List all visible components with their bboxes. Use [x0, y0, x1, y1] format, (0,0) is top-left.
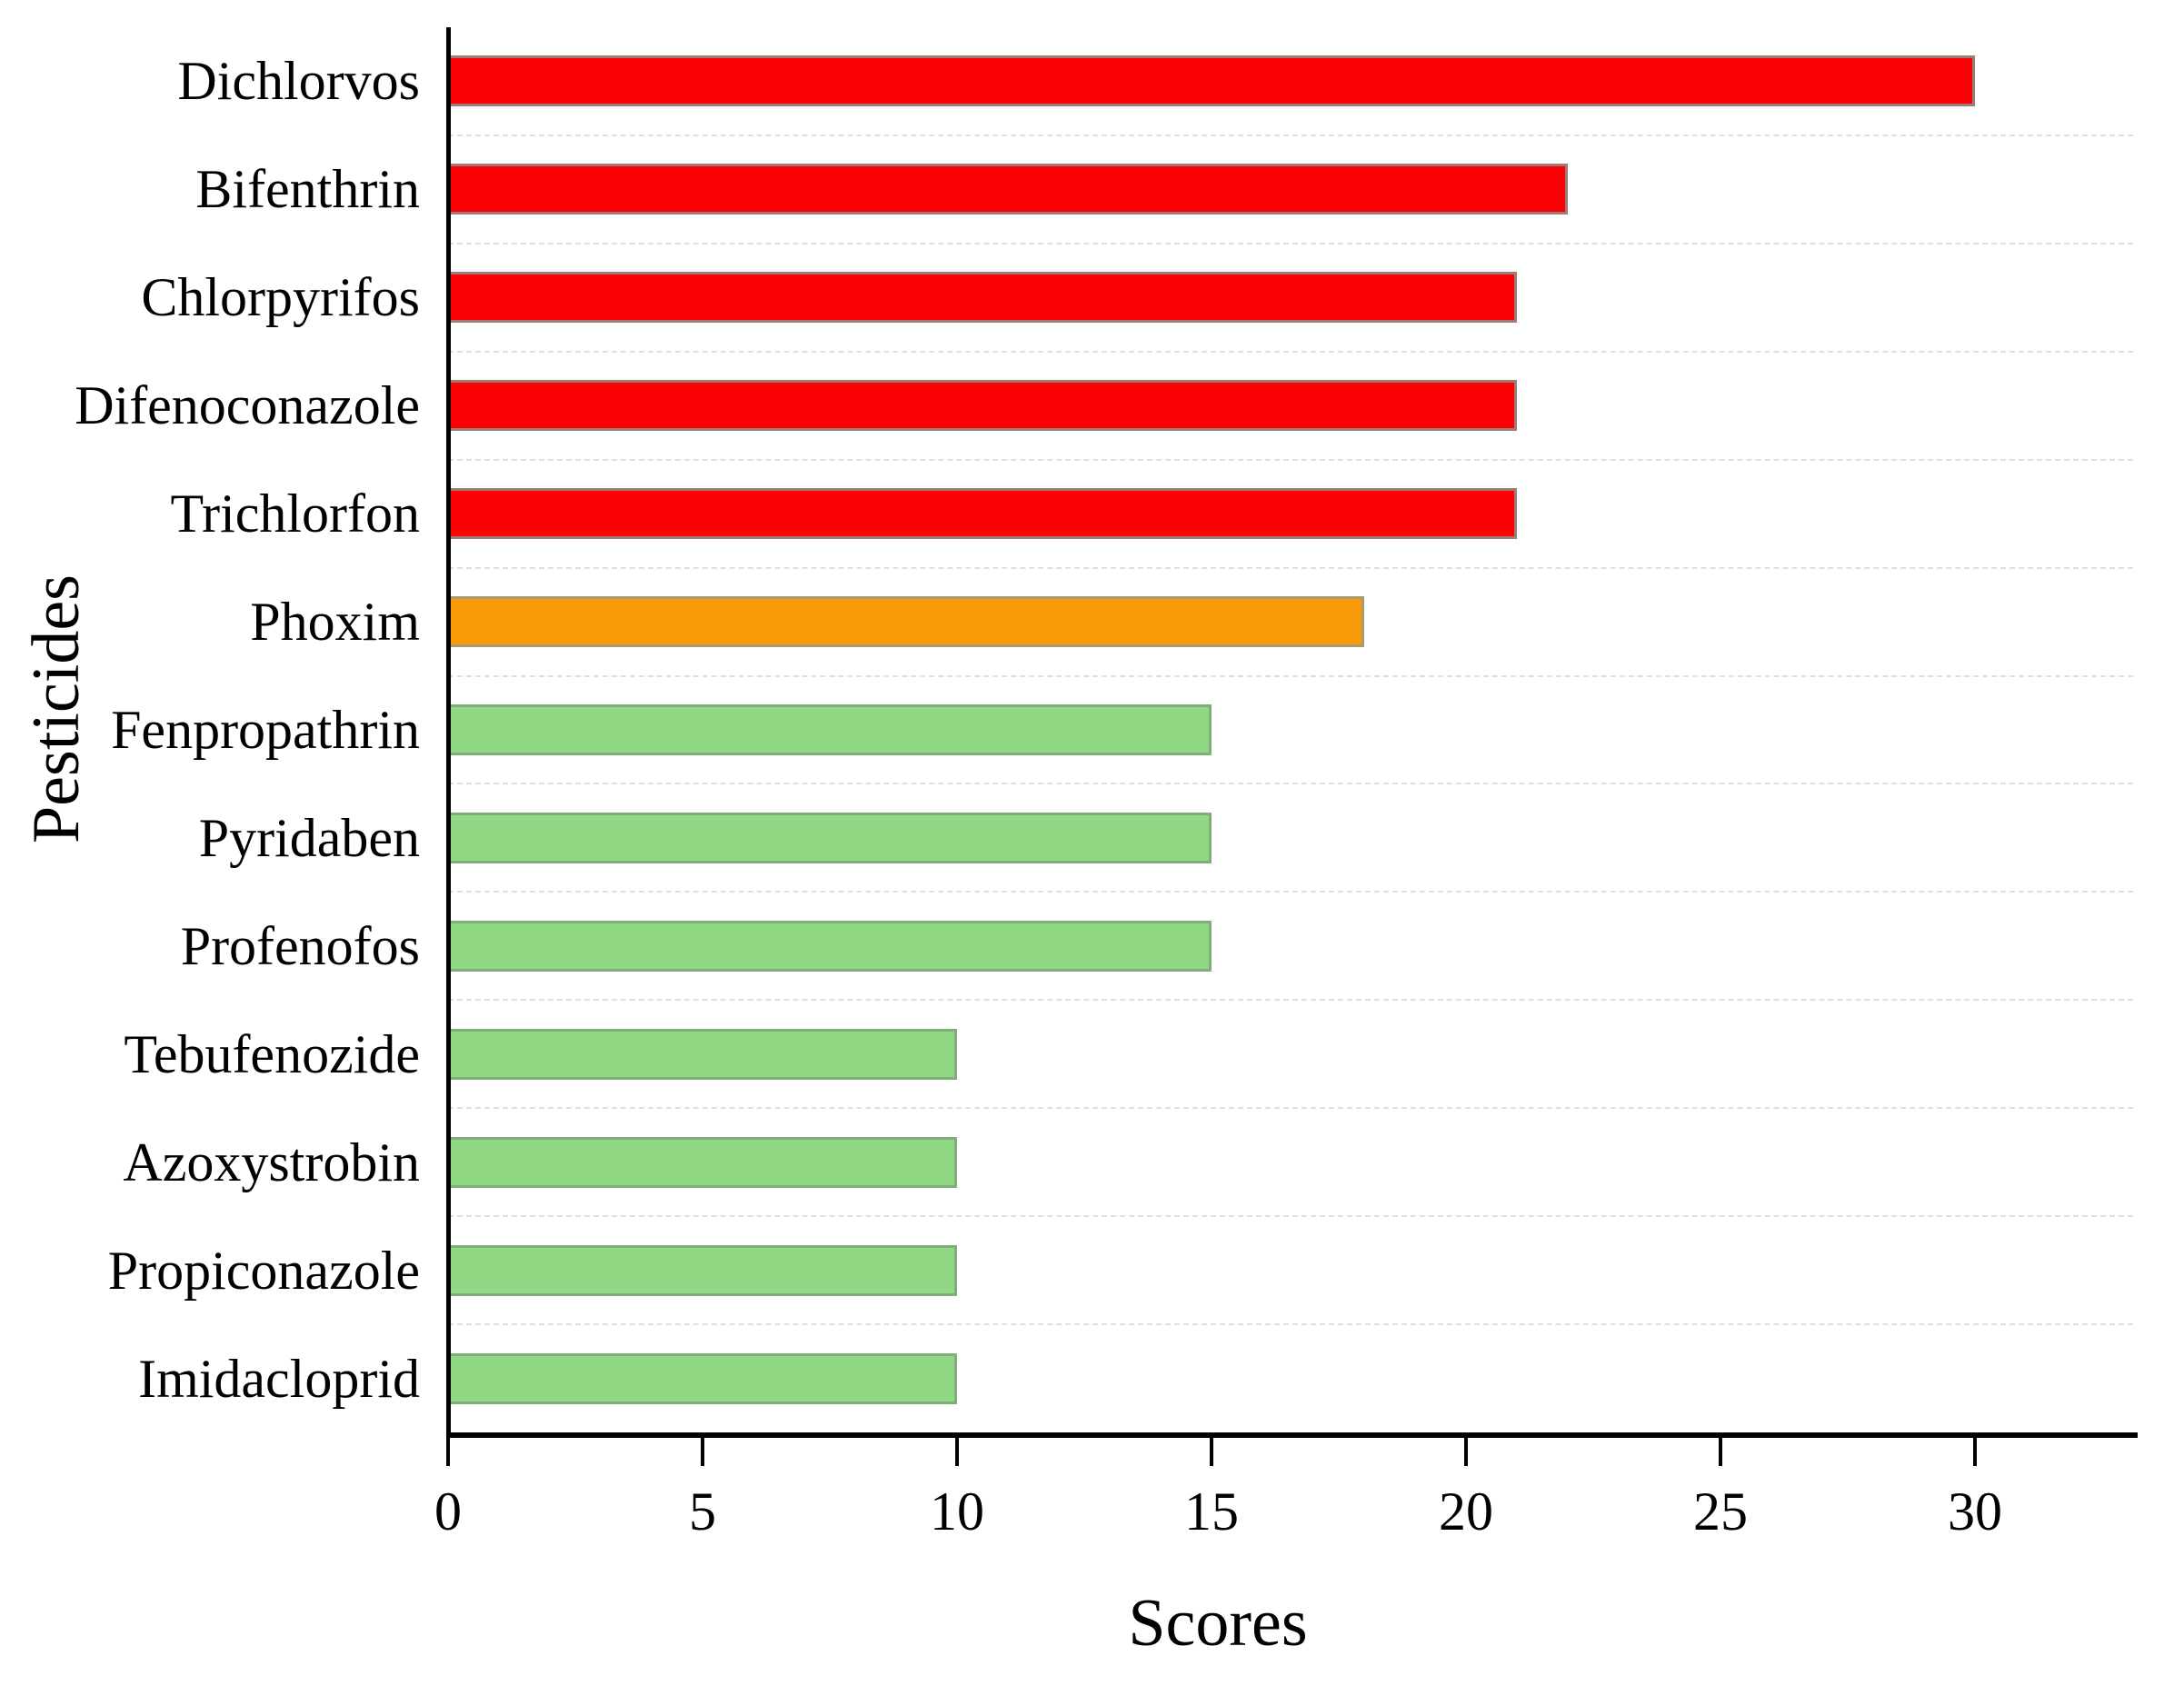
- bar-profenofos: [448, 920, 1212, 972]
- x-tick-label: 5: [689, 1481, 716, 1541]
- bar-phoxim: [448, 596, 1364, 648]
- bar-pyridaben: [448, 812, 1212, 863]
- x-tick-label: 0: [434, 1481, 462, 1541]
- x-tick-label: 25: [1693, 1481, 1748, 1541]
- gridline: [448, 350, 2133, 353]
- gridline: [448, 1107, 2133, 1110]
- bar-fenpropathrin: [448, 704, 1212, 755]
- gridline: [448, 1323, 2133, 1326]
- category-label-azoxystrobin: Azoxystrobin: [123, 1132, 420, 1192]
- gridline: [448, 783, 2133, 785]
- gridline: [448, 1215, 2133, 1218]
- category-label-dichlorvos: Dichlorvos: [177, 51, 420, 112]
- bar-chlorpyrifos: [448, 272, 1517, 324]
- category-label-trichlorfon: Trichlorfon: [170, 484, 420, 544]
- category-label-difenoconazole: Difenoconazole: [75, 375, 420, 436]
- x-tick: [446, 1438, 450, 1466]
- x-tick: [1464, 1438, 1468, 1466]
- category-label-bifenthrin: Bifenthrin: [195, 159, 420, 220]
- gridline: [448, 999, 2133, 1002]
- gridline: [448, 134, 2133, 136]
- y-axis-title: Pesticides: [19, 574, 94, 843]
- bar-azoxystrobin: [448, 1136, 957, 1188]
- x-axis-spine: [446, 1432, 2138, 1438]
- gridline: [448, 242, 2133, 244]
- gridline: [448, 458, 2133, 461]
- category-label-imidacloprid: Imidacloprid: [138, 1348, 420, 1409]
- x-tick: [1719, 1438, 1722, 1466]
- category-label-fenpropathrin: Fenpropathrin: [111, 700, 420, 760]
- category-label-profenofos: Profenofos: [180, 915, 420, 976]
- x-tick-label: 20: [1439, 1481, 1493, 1541]
- bar-bifenthrin: [448, 164, 1568, 215]
- x-tick: [701, 1438, 704, 1466]
- gridline: [448, 674, 2133, 677]
- category-label-propiconazole: Propiconazole: [107, 1240, 420, 1301]
- x-tick: [955, 1438, 959, 1466]
- bar-propiconazole: [448, 1244, 957, 1296]
- x-tick-label: 30: [1948, 1481, 2002, 1541]
- bar-tebufenozide: [448, 1028, 957, 1080]
- x-tick: [1210, 1438, 1213, 1466]
- category-label-chlorpyrifos: Chlorpyrifos: [141, 267, 420, 328]
- bar-dichlorvos: [448, 55, 1975, 107]
- gridline: [448, 566, 2133, 569]
- x-axis-title: Scores: [1128, 1586, 1308, 1661]
- category-label-phoxim: Phoxim: [250, 592, 420, 653]
- bar-trichlorfon: [448, 488, 1517, 540]
- category-label-pyridaben: Pyridaben: [198, 807, 420, 868]
- category-label-tebufenozide: Tebufenozide: [124, 1023, 420, 1084]
- bar-difenoconazole: [448, 380, 1517, 432]
- bar-imidacloprid: [448, 1352, 957, 1404]
- y-axis-spine: [446, 27, 451, 1438]
- x-tick-label: 10: [930, 1481, 984, 1541]
- gridline: [448, 891, 2133, 893]
- x-tick: [1973, 1438, 1977, 1466]
- x-tick-label: 15: [1184, 1481, 1239, 1541]
